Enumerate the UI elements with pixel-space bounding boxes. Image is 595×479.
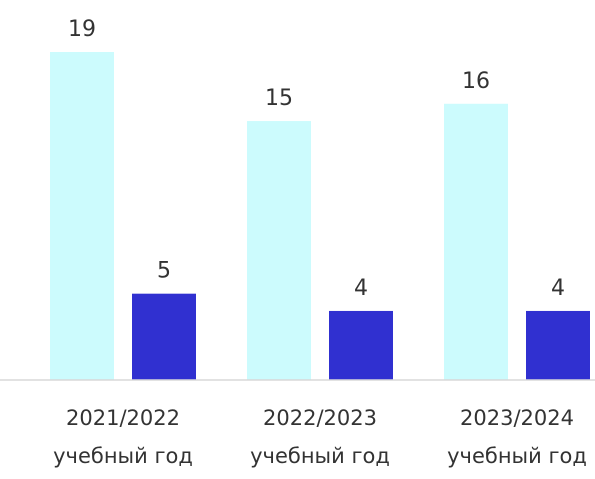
category-label-1-line1: 2021/2022 xyxy=(66,406,180,430)
value-label-series2-cat2: 4 xyxy=(354,276,368,301)
category-label-3-line1: 2023/2024 xyxy=(460,406,574,430)
bar-series1-cat1 xyxy=(50,52,114,380)
bar-series1-cat2 xyxy=(247,121,311,380)
value-label-series2-cat1: 5 xyxy=(157,259,171,284)
value-label-series2-cat3: 4 xyxy=(551,276,565,301)
value-label-series1-cat3: 16 xyxy=(462,69,490,94)
category-label-1-line2: учебный год xyxy=(53,444,193,468)
value-labels-layer: 19 15 16 5 4 4 xyxy=(68,17,565,301)
category-label-2-line1: 2022/2023 xyxy=(263,406,377,430)
category-label-2-line2: учебный год xyxy=(250,444,390,468)
bar-series1-cat3 xyxy=(444,103,508,380)
bars-layer xyxy=(50,52,590,380)
value-label-series1-cat1: 19 xyxy=(68,17,96,42)
value-label-series1-cat2: 15 xyxy=(265,86,293,111)
category-labels-layer: 2021/2022 учебный год 2022/2023 учебный год… xyxy=(53,406,587,468)
bar-series2-cat3 xyxy=(526,310,590,380)
category-label-3-line2: учебный год xyxy=(447,444,587,468)
bar-series2-cat2 xyxy=(329,310,393,380)
bar-series2-cat1 xyxy=(132,293,196,380)
